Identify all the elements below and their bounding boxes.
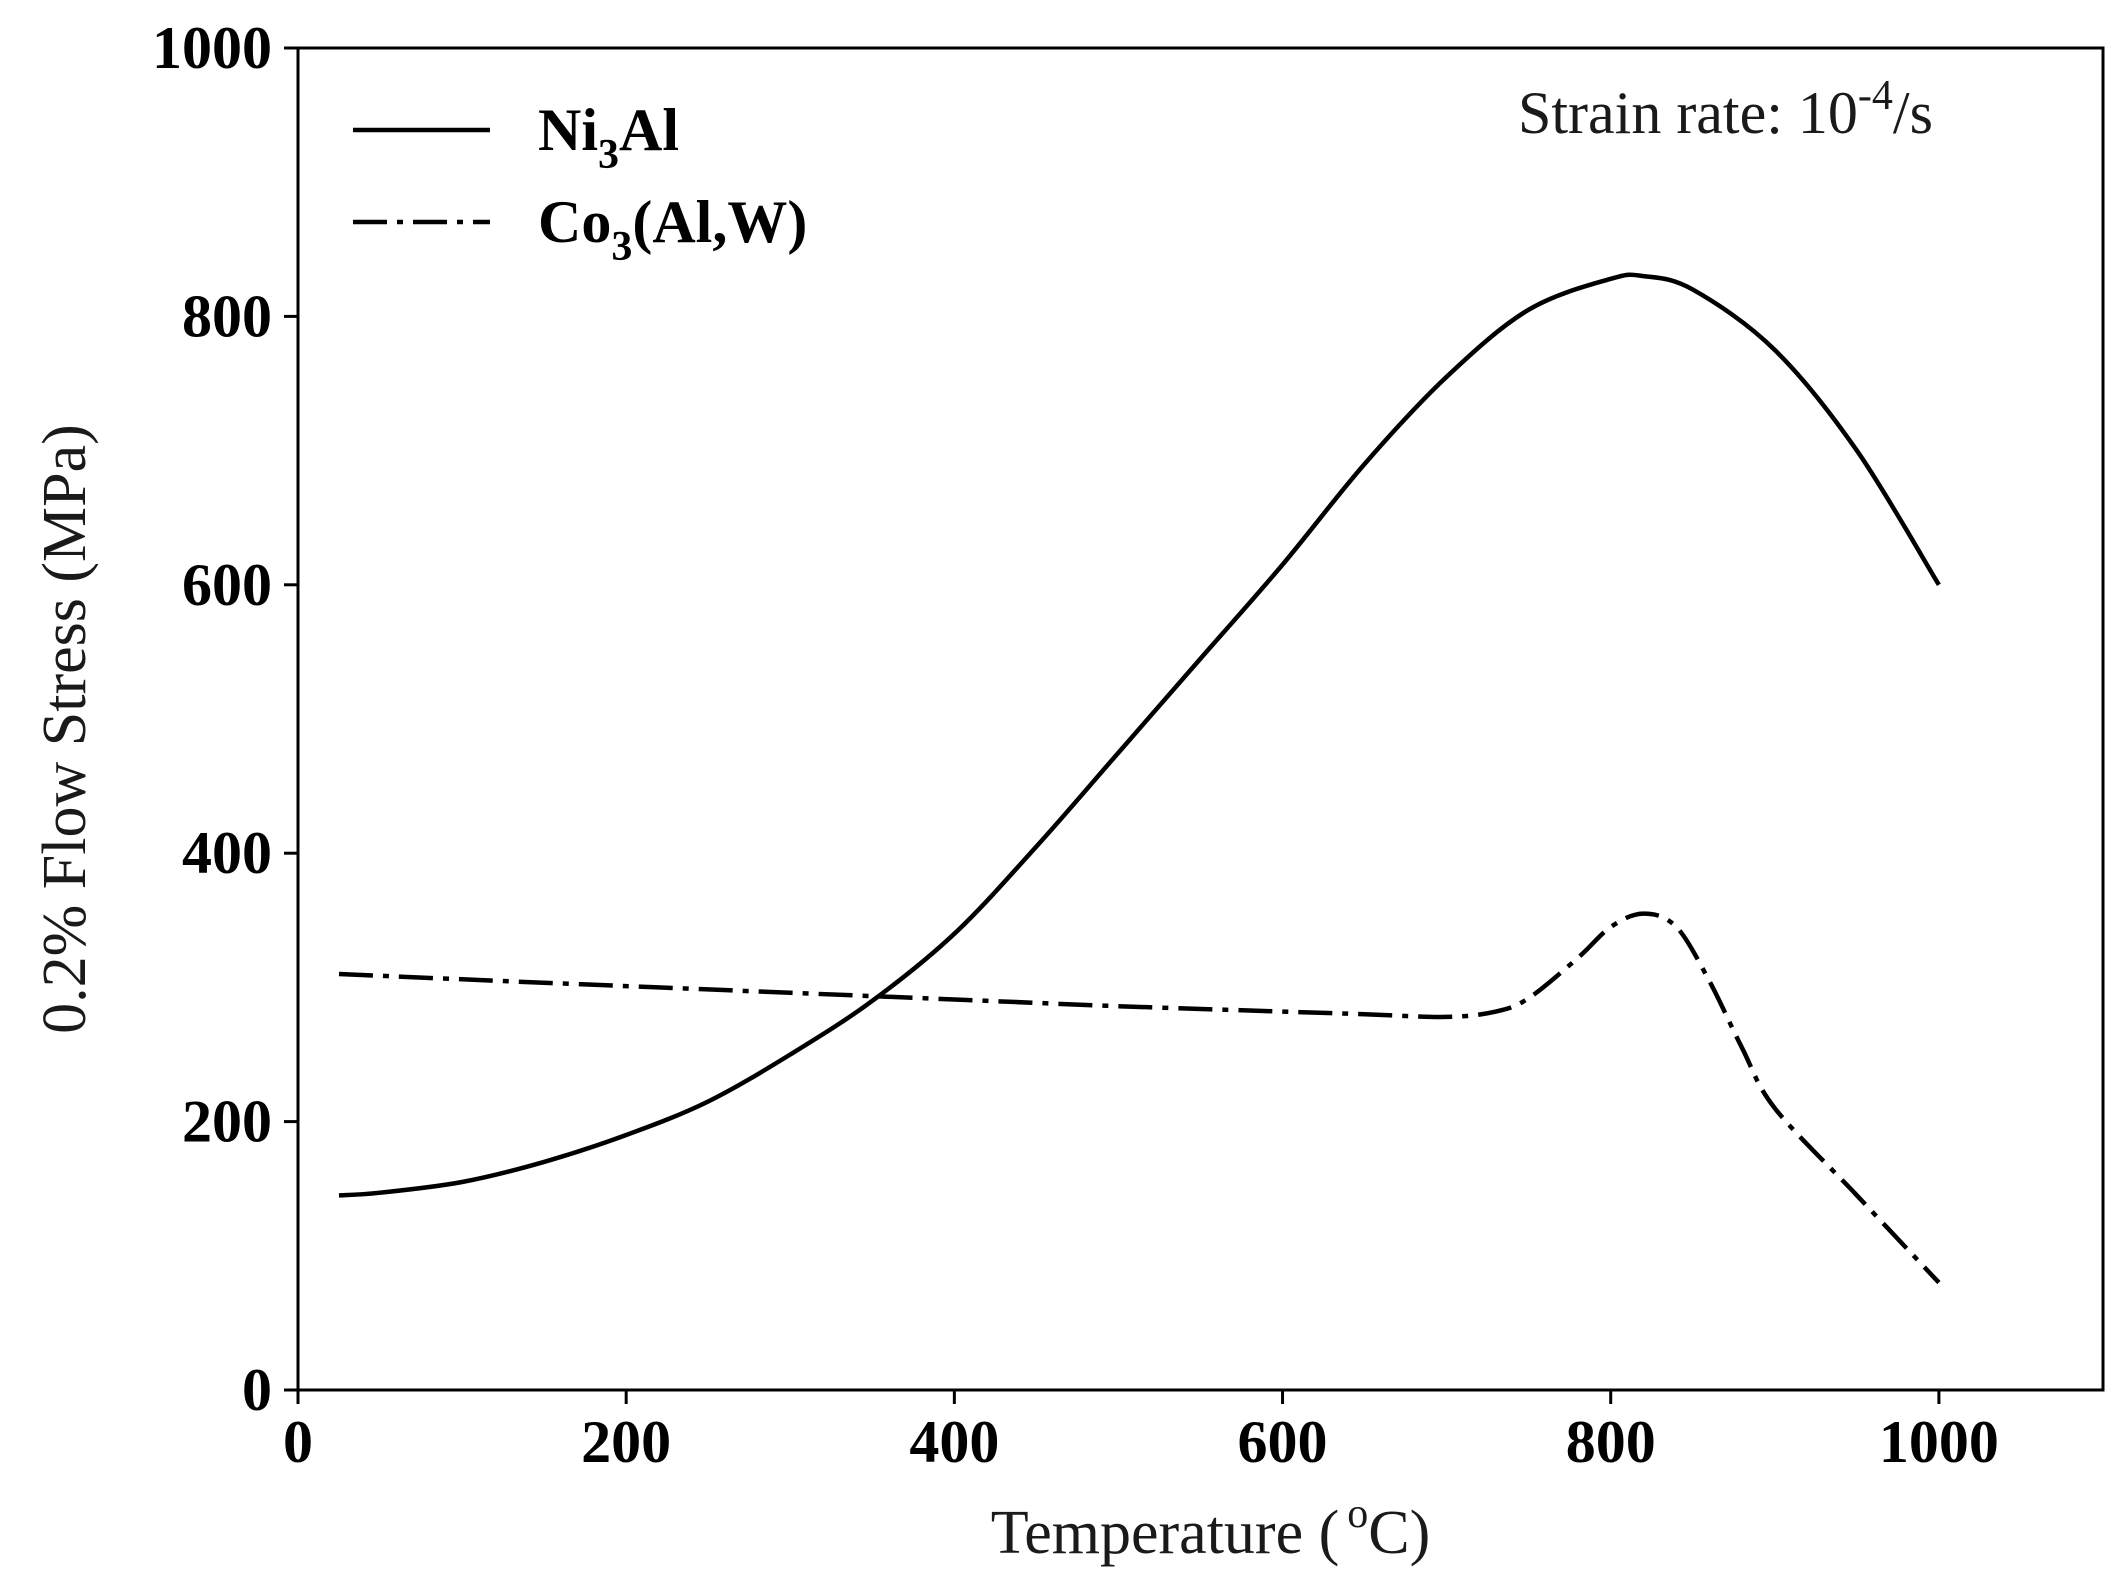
x-tick-label: 400 [909,1409,999,1475]
y-tick-label: 800 [182,283,272,349]
legend-label-ni3al: Ni3Al [538,97,679,178]
y-tick-label: 600 [182,552,272,618]
legend-co3alw-tail: (Al,W) [632,189,807,255]
x-tick-label: 1000 [1879,1409,1999,1475]
x-axis-title-sup: o [1347,1491,1368,1537]
legend-ni3al-main: Ni [538,97,598,163]
legend-co3alw-sub: 3 [611,224,632,270]
x-axis-title: Temperature (oC) [991,1491,1431,1567]
x-tick-label: 200 [581,1409,671,1475]
plot-area [296,46,2105,1392]
x-axis-title-main: Temperature ( [991,1499,1340,1567]
axis-ticks: 0 200 400 600 800 1000 0 200 400 600 800 1000 [152,15,1999,1475]
y-tick-label: 1000 [152,15,272,81]
x-axis-title-unit: C) [1368,1499,1430,1567]
x-tick-label: 600 [1238,1409,1328,1475]
y-axis-title: 0.2% Flow Stress (MPa) [31,424,99,1034]
annotation-sup: -4 [1858,73,1893,119]
x-tick-label: 0 [283,1409,313,1475]
series-line-co3alw [338,911,1941,1285]
annotation-main: Strain rate: 10 [1518,80,1858,146]
series-layer [338,272,1941,1285]
legend: Ni3Al Co3(Al,W) [353,97,807,270]
annotation-tail: /s [1893,80,1933,146]
legend-co3alw-main: Co [538,189,611,255]
y-tick-label: 0 [242,1357,272,1423]
y-tick-label: 400 [182,820,272,886]
plot-frame [296,46,2105,1392]
x-tick-label: 800 [1566,1409,1656,1475]
y-tick-label: 200 [182,1089,272,1155]
strain-rate-annotation: Strain rate: 10-4/s [1518,73,1933,146]
legend-ni3al-sub: 3 [598,132,619,178]
legend-ni3al-tail: Al [619,97,679,163]
legend-label-co3alw: Co3(Al,W) [538,189,807,270]
series-line-ni3al [338,272,1941,1198]
